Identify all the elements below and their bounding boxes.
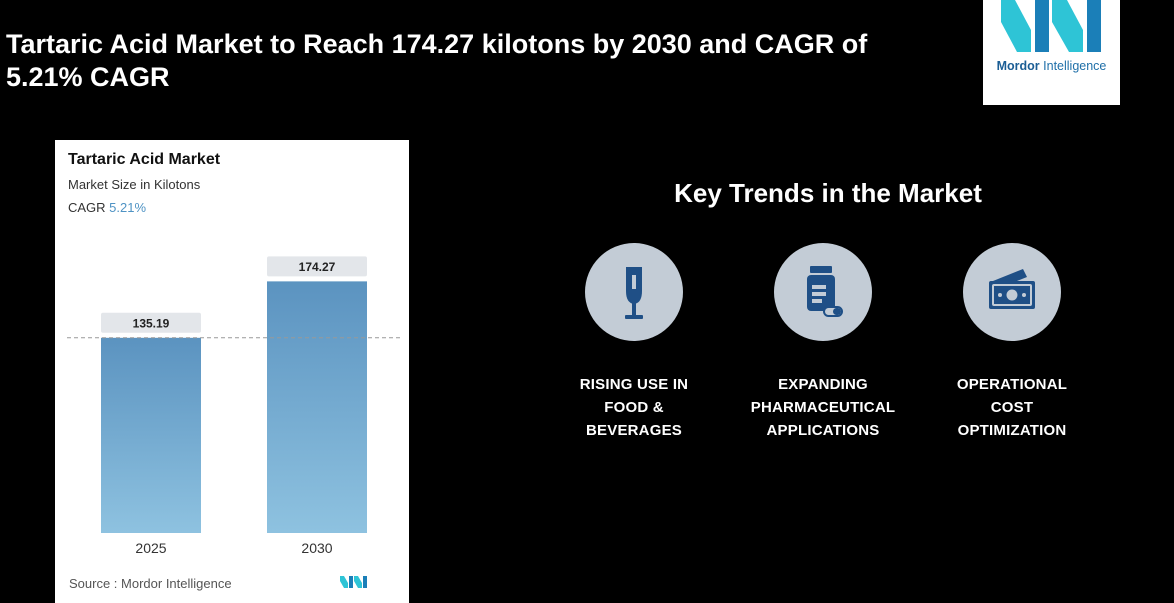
- trend-circle: [963, 243, 1061, 341]
- logo-text: Mordor Intelligence: [983, 59, 1120, 73]
- trend-cost-optimization: OPERATIONAL COST OPTIMIZATION: [922, 243, 1102, 442]
- source-value: Mordor Intelligence: [121, 576, 232, 591]
- key-trends-title: Key Trends in the Market: [674, 178, 982, 208]
- trend-label-line: FOOD &: [604, 399, 664, 416]
- trend-label-line: COST: [990, 399, 1034, 416]
- trend-food-beverages: RISING USE IN FOOD & BEVERAGES: [544, 243, 724, 442]
- trend-label-line: OPTIMIZATION: [957, 422, 1067, 439]
- pill-bottle-icon: [807, 266, 843, 317]
- bar: [101, 337, 201, 533]
- trend-label: RISING USE IN FOOD & BEVERAGES: [544, 373, 724, 442]
- trend-label-line: RISING USE IN: [579, 376, 689, 393]
- wine-glass-icon: [625, 267, 643, 319]
- trend-label: OPERATIONAL COST OPTIMIZATION: [922, 373, 1102, 442]
- cagr-value: 5.21%: [109, 200, 147, 215]
- mini-logo-icon: [340, 576, 367, 588]
- source-label: Source :: [69, 576, 122, 591]
- cash-icon: [989, 269, 1035, 309]
- logo-mark-icon: [1001, 0, 1101, 52]
- bar-chart: 135.19 2025 174.27 2030: [67, 256, 401, 556]
- chart-cagr: CAGR 5.21%: [68, 200, 146, 215]
- cagr-label: CAGR: [68, 200, 110, 215]
- data-label: 174.27: [299, 260, 336, 274]
- x-tick-label: 2025: [135, 540, 166, 556]
- trend-pharmaceutical: EXPANDING PHARMACEUTICAL APPLICATIONS: [733, 243, 913, 442]
- bar: [267, 281, 367, 533]
- trend-label: EXPANDING PHARMACEUTICAL APPLICATIONS: [733, 373, 913, 442]
- logo-brand-light: Intelligence: [1039, 59, 1107, 73]
- data-label-box: [267, 256, 367, 277]
- chart-source: Source : Mordor Intelligence: [69, 576, 232, 591]
- trend-label-line: PHARMACEUTICAL: [750, 399, 896, 416]
- trend-label-line: OPERATIONAL: [956, 376, 1068, 393]
- trend-label-line: APPLICATIONS: [766, 422, 880, 439]
- data-label-box: [101, 312, 201, 333]
- x-tick-label: 2030: [301, 540, 332, 556]
- trend-circle: [774, 243, 872, 341]
- data-label: 135.19: [133, 316, 170, 330]
- market-chart-card: Tartaric Acid Market Market Size in Kilo…: [55, 140, 409, 603]
- chart-subtitle: Market Size in Kilotons: [68, 177, 201, 192]
- trend-label-line: EXPANDING: [778, 376, 868, 393]
- trend-circle: [585, 243, 683, 341]
- logo-brand-bold: Mordor: [996, 59, 1040, 73]
- mordor-intelligence-logo: Mordor Intelligence: [983, 0, 1120, 105]
- trend-label-line: BEVERAGES: [586, 422, 682, 439]
- chart-title: Tartaric Acid Market: [68, 151, 221, 168]
- page-title: Tartaric Acid Market to Reach 174.27 kil…: [6, 29, 868, 92]
